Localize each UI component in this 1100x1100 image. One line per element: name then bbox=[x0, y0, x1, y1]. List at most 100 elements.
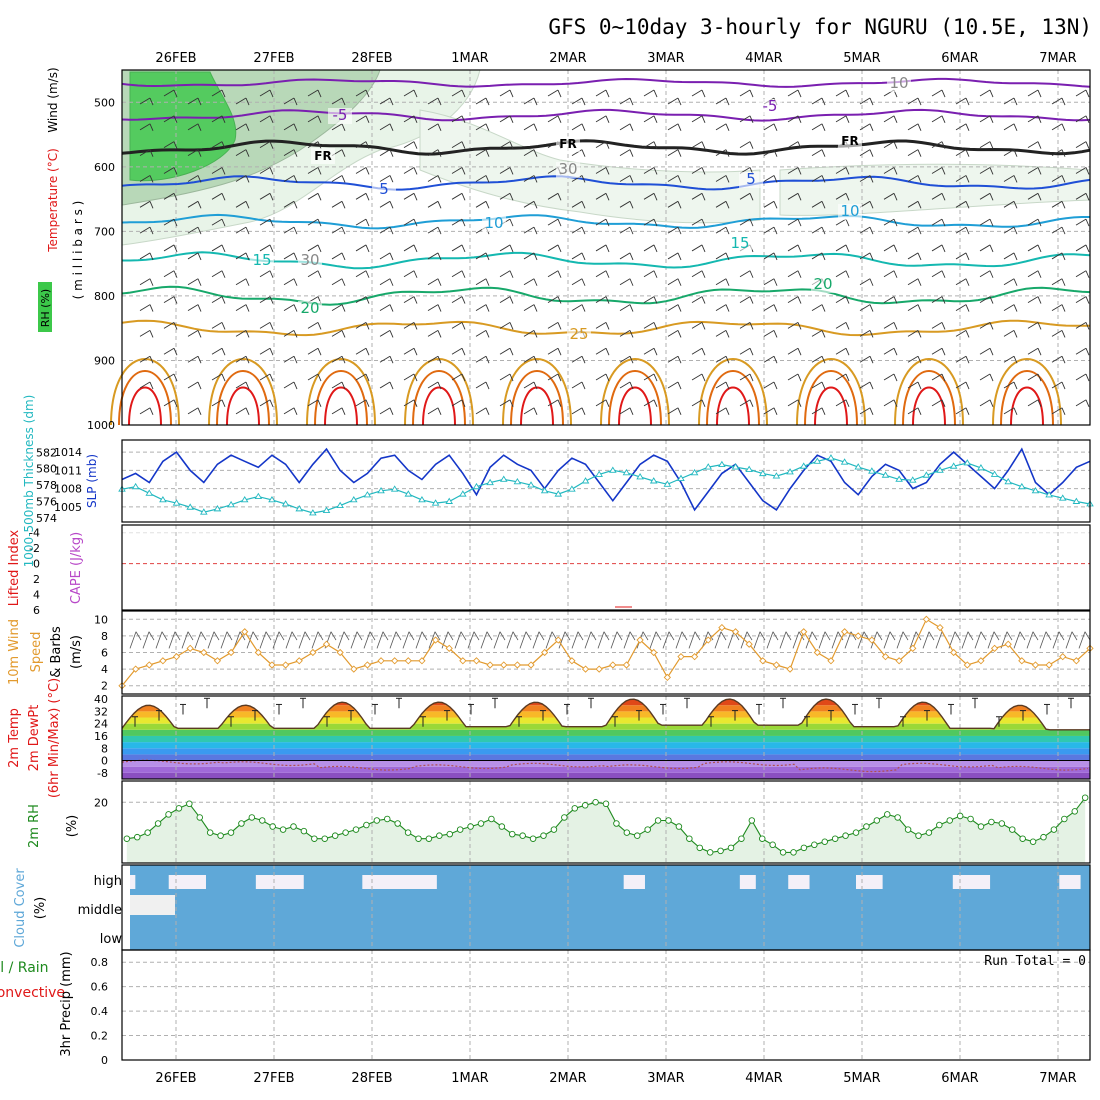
upper-wind-barb bbox=[427, 330, 439, 337]
wind10m-barb-flag bbox=[902, 631, 909, 641]
upper-wind-barb bbox=[259, 296, 271, 303]
upper-wind-barb-flag bbox=[413, 89, 418, 98]
upper-wind-barb bbox=[547, 244, 559, 252]
upper-wind-barb bbox=[1075, 167, 1087, 174]
thickness-point bbox=[499, 475, 508, 482]
upper-wind-barb-flag bbox=[941, 322, 946, 330]
upper-wind-barb bbox=[1027, 322, 1039, 329]
upper-wind-barb-flag bbox=[557, 373, 562, 382]
upper-wind-barb bbox=[1075, 399, 1087, 407]
upper-wind-barb bbox=[907, 278, 919, 286]
upper-wind-barb-flag bbox=[725, 304, 730, 312]
upper-wind-barb bbox=[691, 373, 703, 381]
upper-wind-barb bbox=[619, 355, 631, 363]
upper-wind-barb-flag bbox=[773, 330, 778, 338]
upper-wind-barb-flag bbox=[197, 304, 202, 312]
upper-wind-barb-flag bbox=[677, 201, 682, 209]
upper-wind-barb bbox=[427, 200, 439, 208]
upper-wind-barb bbox=[235, 149, 247, 157]
upper-wind-barb-flag bbox=[605, 141, 610, 149]
upper-wind-barb bbox=[883, 218, 895, 226]
upper-wind-barb bbox=[955, 97, 967, 105]
upper-wind-barb-flag bbox=[149, 252, 154, 261]
cloud-high-gap-9 bbox=[1059, 875, 1081, 889]
upper-wind-barb-flag bbox=[509, 399, 514, 408]
wind10m-point bbox=[459, 657, 467, 665]
upper-wind-barb bbox=[979, 270, 991, 278]
upper-wind-barb bbox=[451, 296, 463, 303]
wind10m-barb-flag bbox=[694, 631, 701, 641]
upper-wind-barb bbox=[499, 399, 511, 407]
upper-wind-barb-flag bbox=[1037, 115, 1042, 124]
upper-wind-barb-flag bbox=[149, 381, 154, 390]
thickness-point bbox=[663, 480, 672, 487]
upper-wind-barb bbox=[859, 407, 871, 415]
boundary-contour-7-0 bbox=[796, 358, 866, 426]
contour-label-10: 15 bbox=[252, 251, 271, 269]
upper-wind-barb-flag bbox=[173, 244, 178, 253]
upper-wind-barb-flag bbox=[725, 381, 730, 390]
upper-wind-barb-flag bbox=[461, 322, 466, 330]
upper-wind-barb bbox=[547, 115, 559, 123]
upper-wind-barb-flag bbox=[677, 252, 682, 261]
wind10m-barb-flag bbox=[837, 631, 844, 641]
thickness-point bbox=[922, 471, 931, 478]
upper-wind-barb bbox=[715, 330, 727, 337]
upper-wind-barb-flag bbox=[821, 201, 826, 209]
temp-tick-32: 32 bbox=[94, 705, 108, 718]
upper-wind-barb-flag bbox=[845, 244, 850, 253]
upper-wind-barb bbox=[883, 347, 895, 355]
upper-wind-barb bbox=[763, 278, 775, 286]
upper-wind-barb-flag bbox=[293, 123, 298, 132]
upper-wind-barb-flag bbox=[749, 141, 754, 149]
upper-wind-barb-flag bbox=[677, 149, 682, 157]
upper-wind-barb bbox=[1003, 381, 1015, 389]
upper-wind-barb-flag bbox=[341, 123, 346, 132]
upper-wind-barb-flag bbox=[677, 278, 682, 286]
upper-wind-barb-flag bbox=[1085, 193, 1090, 201]
wind10m-point bbox=[663, 673, 671, 682]
thickness-point bbox=[200, 508, 208, 515]
upper-wind-barb bbox=[907, 149, 919, 157]
upper-wind-barb-flag bbox=[869, 149, 874, 157]
upper-wind-barb bbox=[1027, 244, 1039, 252]
wind10m-barb bbox=[155, 631, 163, 649]
upper-wind-barb-flag bbox=[1037, 218, 1042, 227]
upper-wind-barb-flag bbox=[485, 407, 490, 416]
upper-wind-barb bbox=[859, 278, 871, 286]
upper-wind-barb bbox=[787, 347, 799, 355]
upper-wind-barb bbox=[691, 399, 703, 407]
wind10m-barb bbox=[519, 631, 527, 649]
upper-wind-barb bbox=[691, 244, 703, 252]
upper-wind-barb-flag bbox=[869, 123, 874, 132]
upper-wind-barb bbox=[259, 347, 271, 355]
upper-wind-barb bbox=[379, 355, 391, 363]
upper-wind-barb-flag bbox=[965, 278, 970, 286]
thickness-point bbox=[254, 492, 263, 500]
upper-wind-barb-flag bbox=[965, 252, 970, 261]
ylabel-rh2m: 2m RH bbox=[27, 804, 42, 848]
wind10m-point bbox=[254, 648, 262, 657]
upper-wind-barb bbox=[739, 89, 751, 97]
upper-wind-barb-flag bbox=[269, 373, 274, 382]
wind10m-point bbox=[772, 661, 781, 669]
thickness-point bbox=[1004, 477, 1012, 485]
upper-wind-barb bbox=[1075, 115, 1087, 123]
upper-wind-barb bbox=[931, 89, 943, 97]
wind10m-barb-flag bbox=[174, 631, 181, 641]
upper-wind-barb-flag bbox=[845, 322, 850, 330]
upper-wind-barb-flag bbox=[677, 304, 682, 312]
rh2m-point bbox=[1061, 815, 1068, 823]
wind10m-point bbox=[281, 661, 290, 669]
upper-wind-barb bbox=[571, 175, 583, 182]
upper-wind-barb bbox=[931, 270, 943, 278]
thickness-point bbox=[827, 454, 835, 461]
upper-wind-barb bbox=[547, 296, 559, 303]
temp-band-12 bbox=[122, 772, 1090, 779]
upper-wind-barb bbox=[571, 381, 583, 389]
upper-wind-barb bbox=[523, 381, 535, 389]
upper-wind-barb bbox=[715, 123, 727, 131]
upper-wind-barb bbox=[211, 373, 223, 381]
upper-wind-barb bbox=[427, 355, 439, 363]
thickness-point bbox=[990, 470, 999, 477]
